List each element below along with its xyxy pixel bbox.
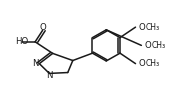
Text: CH₃: CH₃ [146,59,160,68]
Text: CH₃: CH₃ [151,41,166,50]
Text: O: O [39,23,46,32]
Text: HO: HO [15,37,28,46]
Text: O: O [139,59,146,68]
Text: O: O [139,23,146,32]
Text: N: N [46,71,53,80]
Text: CH₃: CH₃ [146,23,160,32]
Text: O: O [145,41,151,50]
Text: N: N [32,59,39,68]
